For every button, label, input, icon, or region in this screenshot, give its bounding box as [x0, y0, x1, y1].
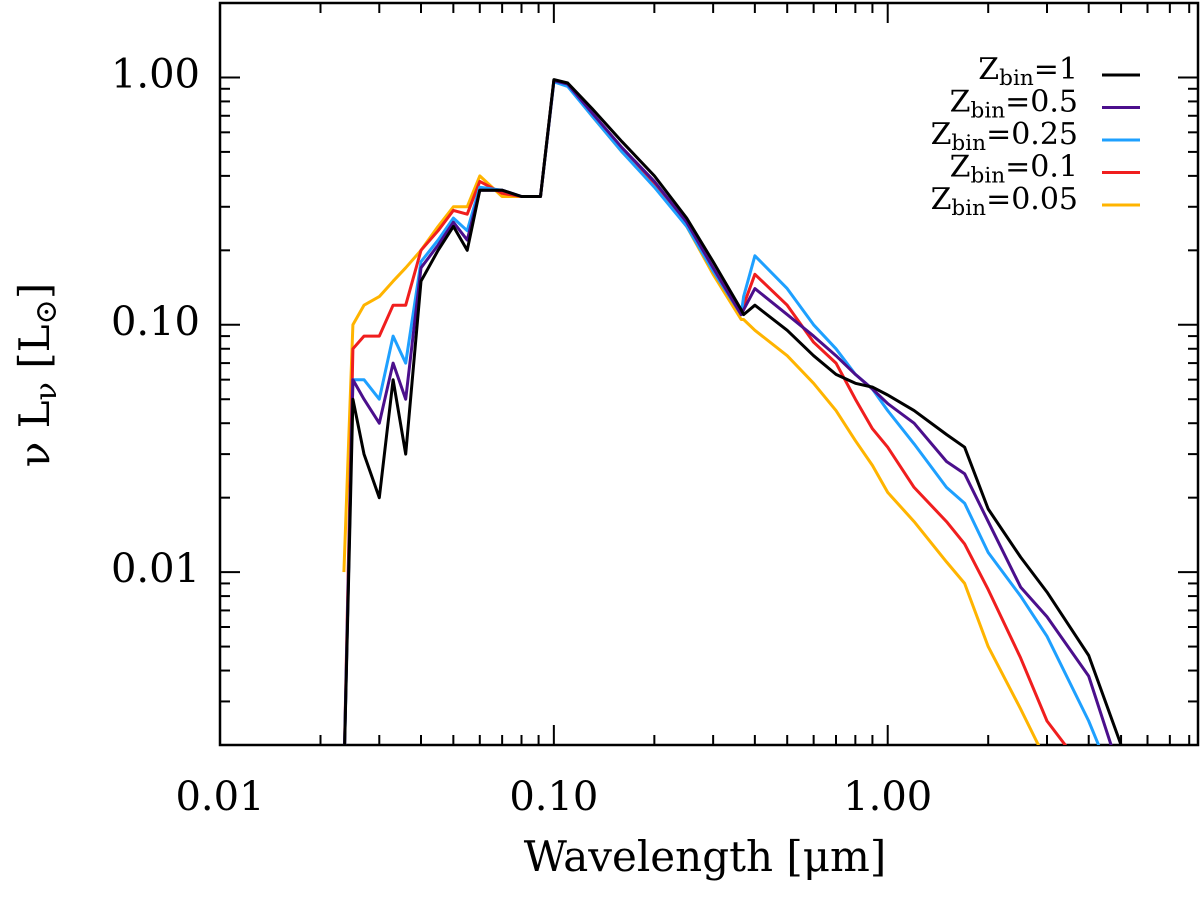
x-axis-label: Wavelength [μm] [524, 832, 887, 881]
legend-label: Zbin=0.5 [950, 85, 1078, 124]
y-tick-label: 1.00 [111, 51, 200, 97]
y-tick-label: 0.01 [111, 546, 200, 592]
x-tick-label: 0.10 [509, 774, 598, 820]
legend-label: Zbin=0.05 [931, 182, 1078, 221]
legend-label: Zbin=0.25 [931, 117, 1078, 156]
series-line [343, 78, 1123, 745]
series-line [343, 79, 1113, 745]
y-axis-label: ν Lν [L⊙] [10, 283, 64, 468]
legend-label: Zbin=1 [978, 52, 1078, 91]
x-tick-label: 0.01 [175, 774, 264, 820]
series-line [343, 80, 1101, 745]
plot-frame [218, 1, 1200, 747]
x-tick-label: 1.00 [843, 774, 932, 820]
y-tick-label: 0.10 [111, 299, 200, 345]
plot-lines [342, 78, 1123, 745]
legend-label: Zbin=0.1 [950, 150, 1078, 189]
series-line [343, 79, 1068, 745]
